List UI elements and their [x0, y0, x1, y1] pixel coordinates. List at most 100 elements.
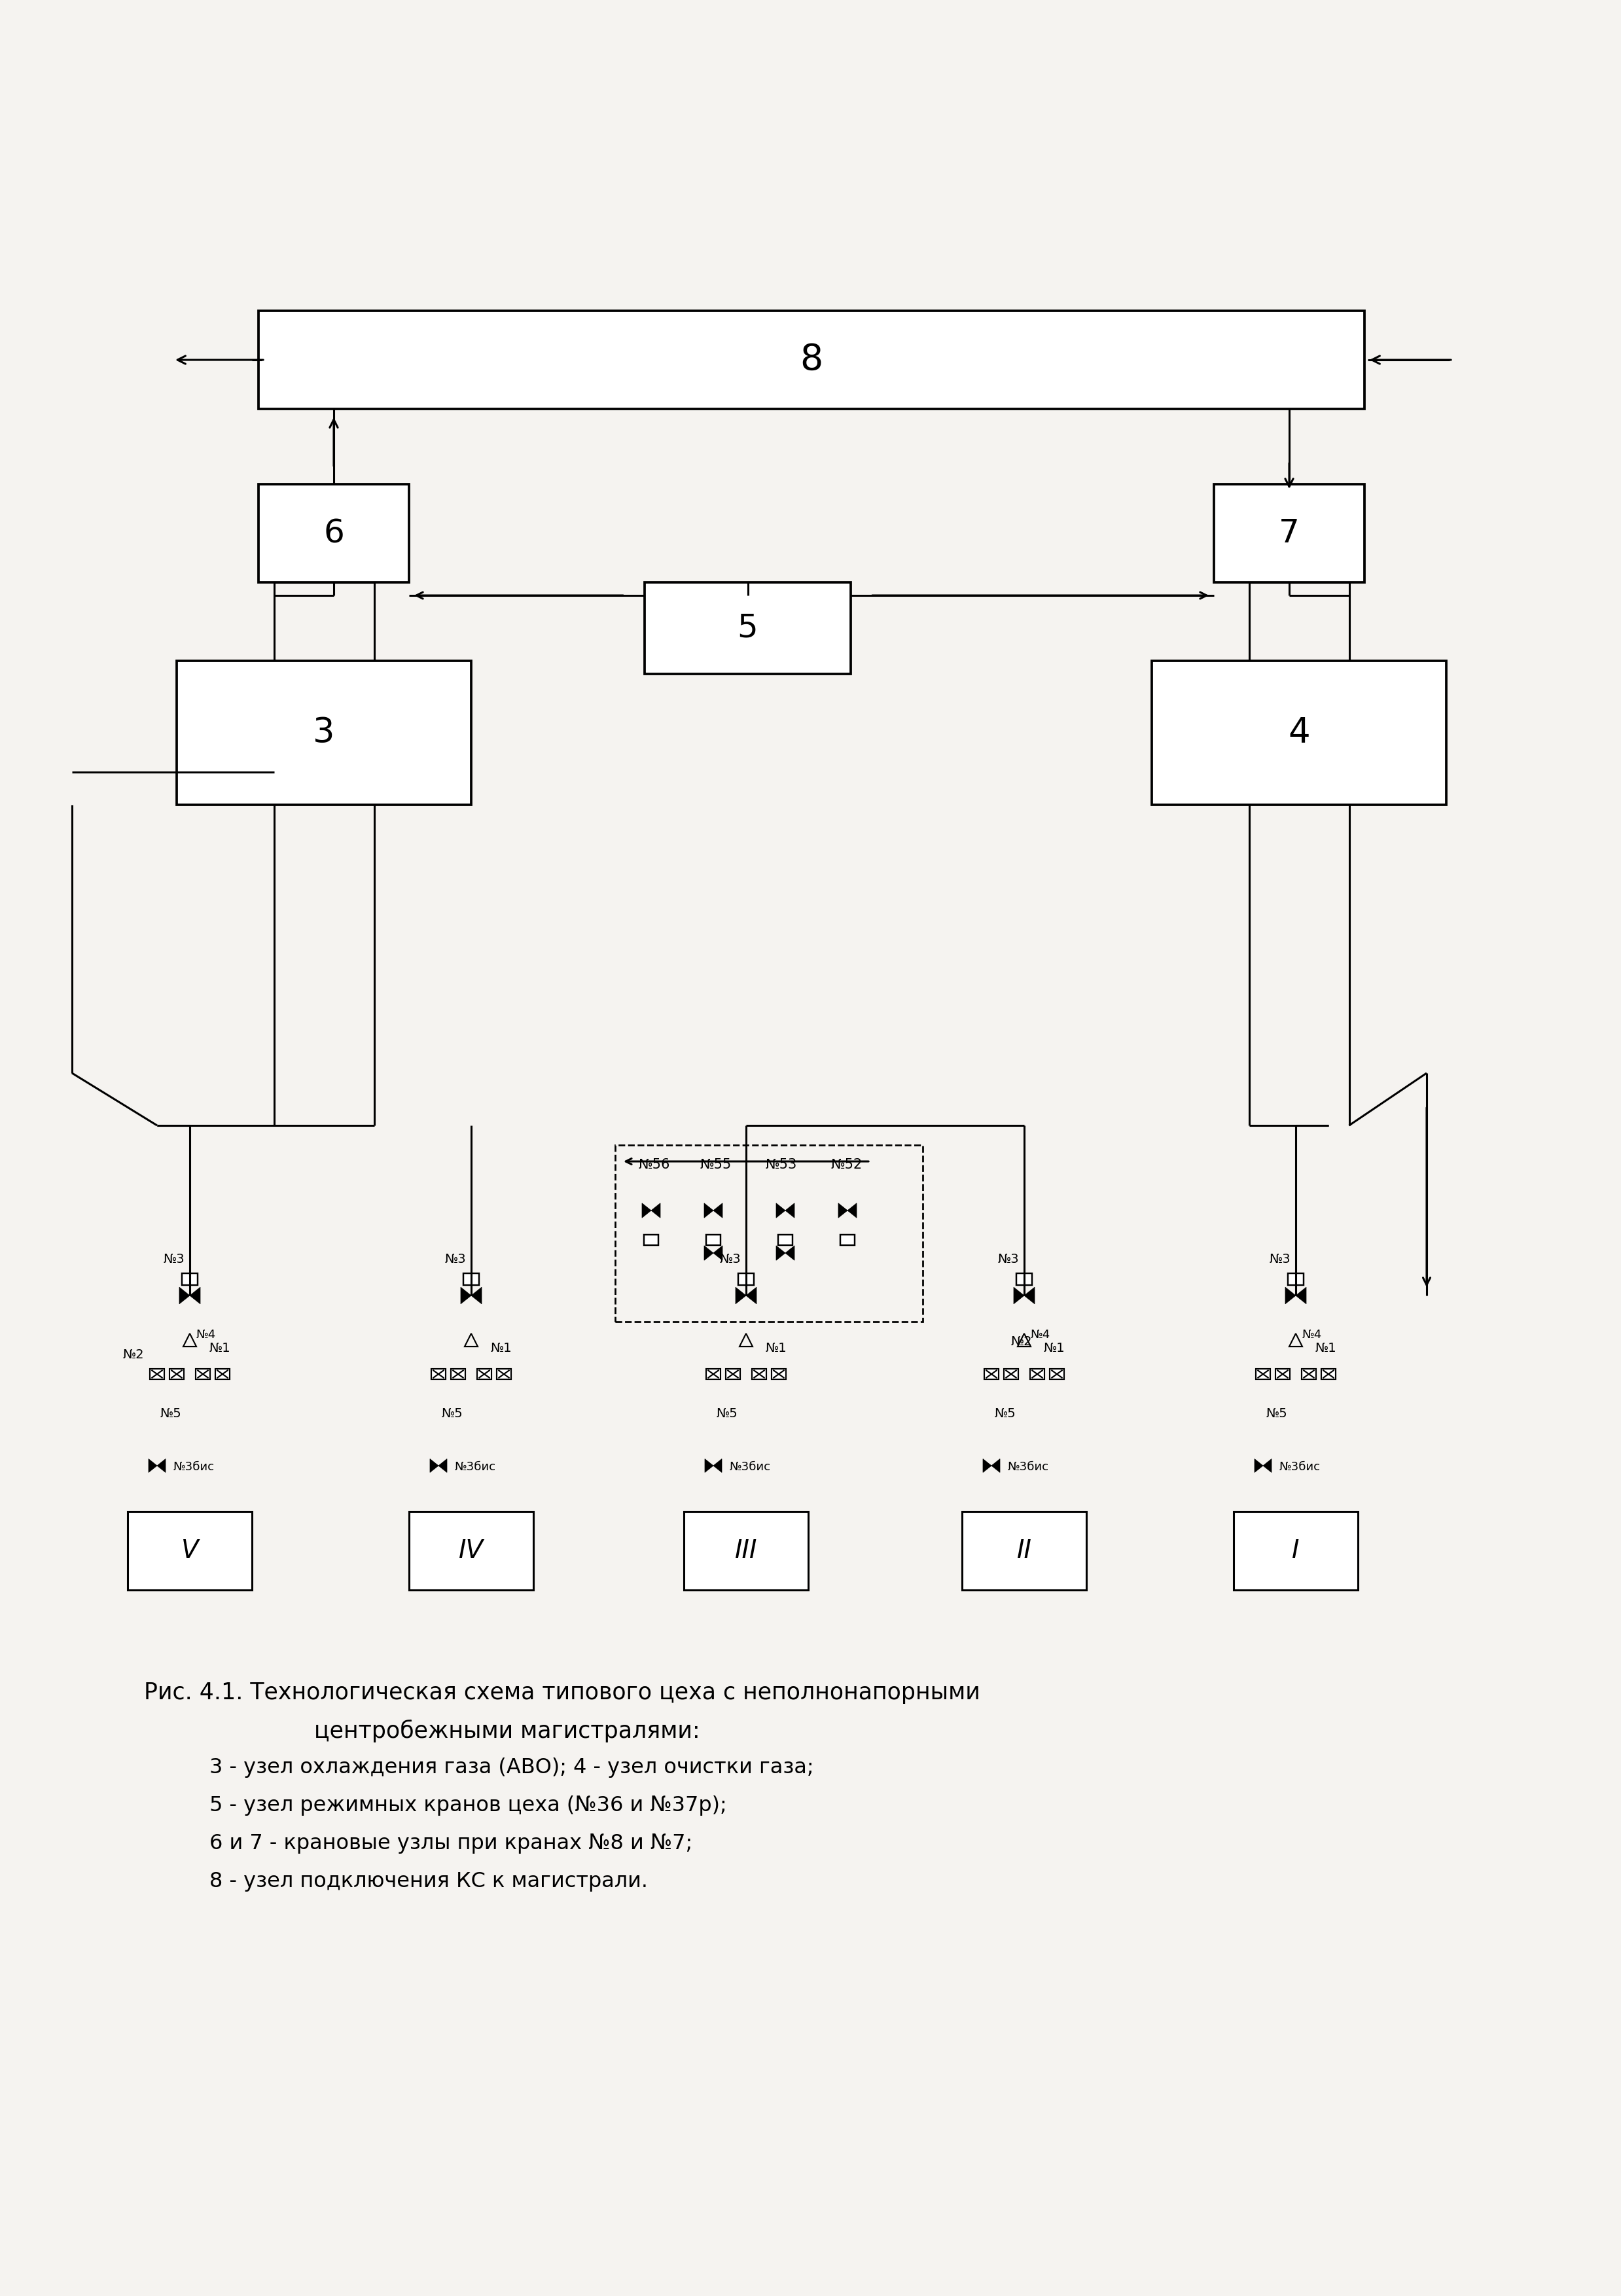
Text: 6 и 7 - крановые узлы при кранах №8 и №7;: 6 и 7 - крановые узлы при кранах №8 и №7… [209, 1835, 692, 1853]
Bar [645, 583, 851, 675]
Text: 4: 4 [1289, 716, 1310, 751]
Bar [177, 661, 472, 806]
Text: №4: №4 [1302, 1329, 1323, 1341]
Bar [1276, 1368, 1290, 1380]
Text: 3: 3 [313, 716, 336, 751]
Text: №3бис: №3бис [456, 1460, 496, 1472]
Bar [496, 1368, 511, 1380]
Text: IV: IV [459, 1538, 483, 1564]
Text: 8: 8 [799, 342, 823, 377]
Text: №3бис: №3бис [1008, 1460, 1049, 1472]
Bar [258, 484, 408, 583]
Bar [614, 1146, 922, 1322]
Polygon shape [704, 1203, 713, 1217]
Polygon shape [736, 1288, 746, 1304]
Text: №4: №4 [1031, 1329, 1050, 1341]
Text: №5: №5 [1266, 1407, 1287, 1419]
Polygon shape [438, 1458, 447, 1472]
Bar [840, 1235, 854, 1244]
Bar [1003, 1368, 1018, 1380]
Bar [1234, 1511, 1358, 1591]
Polygon shape [642, 1203, 652, 1217]
Polygon shape [746, 1288, 757, 1304]
Text: №56: №56 [639, 1157, 669, 1171]
Text: №2: №2 [123, 1348, 144, 1362]
Polygon shape [848, 1203, 856, 1217]
Text: №1: №1 [491, 1341, 512, 1355]
Polygon shape [992, 1458, 1000, 1472]
Text: №55: №55 [700, 1157, 731, 1171]
Text: №1: №1 [209, 1341, 230, 1355]
Bar [1289, 1274, 1303, 1286]
Bar [1050, 1368, 1063, 1380]
Bar [644, 1235, 658, 1244]
Text: №5: №5 [716, 1407, 738, 1419]
Bar [149, 1368, 164, 1380]
Text: №2: №2 [1012, 1336, 1033, 1348]
Polygon shape [460, 1288, 472, 1304]
Text: 5 - узел режимных кранов цеха (№36 и №37р);: 5 - узел режимных кранов цеха (№36 и №37… [209, 1795, 726, 1816]
Text: V: V [182, 1538, 198, 1564]
Bar [752, 1368, 767, 1380]
Bar [772, 1368, 786, 1380]
Bar [128, 1511, 251, 1591]
Bar [196, 1368, 211, 1380]
Polygon shape [472, 1288, 481, 1304]
Text: №3: №3 [720, 1254, 741, 1265]
Polygon shape [713, 1458, 721, 1472]
Text: №3бис: №3бис [173, 1460, 214, 1472]
Polygon shape [776, 1203, 785, 1217]
Polygon shape [190, 1288, 201, 1304]
Bar [1153, 661, 1446, 806]
Bar [408, 1511, 533, 1591]
Bar [170, 1368, 183, 1380]
Bar [1214, 484, 1365, 583]
Text: 3 - узел охлаждения газа (АВО); 4 - узел очистки газа;: 3 - узел охлаждения газа (АВО); 4 - узел… [209, 1756, 814, 1777]
Text: №3: №3 [999, 1254, 1020, 1265]
Polygon shape [1285, 1288, 1295, 1304]
Bar [1016, 1274, 1033, 1286]
Polygon shape [713, 1203, 723, 1217]
Polygon shape [430, 1458, 438, 1472]
Polygon shape [838, 1203, 848, 1217]
Polygon shape [1013, 1288, 1024, 1304]
Text: 5: 5 [738, 613, 759, 643]
Text: №1: №1 [1315, 1341, 1337, 1355]
Bar [431, 1368, 446, 1380]
Bar [1321, 1368, 1336, 1380]
Bar [778, 1235, 793, 1244]
Bar [1302, 1368, 1316, 1380]
Bar [961, 1511, 1086, 1591]
Bar [684, 1511, 809, 1591]
Polygon shape [1263, 1458, 1271, 1472]
Bar [726, 1368, 741, 1380]
Bar [707, 1235, 720, 1244]
Text: 7: 7 [1279, 517, 1300, 549]
Text: №3бис: №3бис [1279, 1460, 1321, 1472]
Text: Рис. 4.1. Технологическая схема типового цеха с неполнонапорными: Рис. 4.1. Технологическая схема типового… [144, 1681, 981, 1704]
Polygon shape [149, 1458, 157, 1472]
Text: №3: №3 [1269, 1254, 1290, 1265]
Bar [258, 310, 1365, 409]
Bar [707, 1368, 720, 1380]
Polygon shape [652, 1203, 660, 1217]
Polygon shape [713, 1247, 723, 1261]
Text: III: III [734, 1538, 757, 1564]
Text: №4: №4 [196, 1329, 216, 1341]
Bar [1256, 1368, 1271, 1380]
Polygon shape [785, 1203, 794, 1217]
Text: №5: №5 [995, 1407, 1016, 1419]
Text: 6: 6 [323, 517, 344, 549]
Polygon shape [982, 1458, 992, 1472]
Polygon shape [1024, 1288, 1034, 1304]
Bar [216, 1368, 230, 1380]
Polygon shape [1295, 1288, 1307, 1304]
Text: центробежными магистралями:: центробежными магистралями: [314, 1720, 700, 1743]
Text: №3бис: №3бис [729, 1460, 772, 1472]
Text: №3: №3 [446, 1254, 467, 1265]
Text: №53: №53 [765, 1157, 798, 1171]
Bar [1029, 1368, 1044, 1380]
Text: №3: №3 [164, 1254, 185, 1265]
Bar [984, 1368, 999, 1380]
Bar [477, 1368, 491, 1380]
